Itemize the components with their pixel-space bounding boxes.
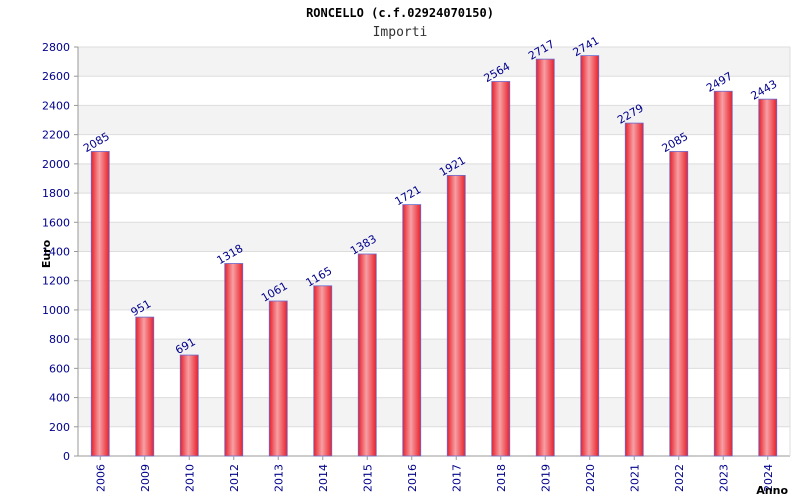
chart-subtitle: Importi [372,25,428,40]
bar-2012 [224,263,244,457]
x-tick-label-2019: 2019 [539,464,552,492]
bar-2010 [179,354,199,457]
y-tick-label: 2200 [42,129,70,142]
x-tick-label-2013: 2013 [272,464,285,492]
x-tick-label-2014: 2014 [317,464,330,492]
y-tick-label: 2000 [42,158,70,171]
x-tick-label-2015: 2015 [361,464,374,492]
x-tick-label-2012: 2012 [228,464,241,492]
y-tick-label: 2800 [42,41,70,54]
x-tick-label-2020: 2020 [584,464,597,492]
bar-2022 [669,151,689,457]
x-tick-label-2023: 2023 [717,464,730,492]
bar-2009 [135,316,155,457]
x-tick-label-2010: 2010 [183,464,196,492]
y-tick-label: 800 [49,333,70,346]
bar-2019 [535,58,555,457]
x-tick-label-2017: 2017 [450,464,463,492]
bar-2006 [90,151,110,457]
bar-2020 [580,55,600,457]
y-tick-label: 400 [49,392,70,405]
x-axis-label: Anno [756,484,788,497]
x-tick-label-2018: 2018 [495,464,508,492]
grid-band [78,105,790,135]
bar-2014 [313,285,333,457]
bar-2017 [446,174,466,457]
y-tick-label: 1200 [42,275,70,288]
x-tick-label-2006: 2006 [94,464,107,492]
y-tick-label: 1000 [42,304,70,317]
grid-band [78,47,790,77]
bar-2024 [758,98,778,457]
bar-2021 [624,122,644,457]
bar-2015 [357,253,377,457]
y-tick-label: 0 [63,450,70,463]
y-tick-label: 1400 [42,246,70,259]
y-tick-label: 200 [49,421,70,434]
chart-title: RONCELLO (c.f.02924070150) [306,6,494,20]
x-tick-label-2024: 2024 [762,464,775,492]
x-tick-label-2022: 2022 [673,464,686,492]
bar-2016 [402,204,422,457]
bar-2023 [713,90,733,457]
y-tick-label: 2600 [42,70,70,83]
x-tick-label-2016: 2016 [406,464,419,492]
y-tick-label: 1800 [42,187,70,200]
y-tick-label: 2400 [42,99,70,112]
bar-2018 [491,81,511,457]
y-tick-label: 600 [49,362,70,375]
y-axis-label: Euro [40,239,53,268]
x-tick-label-2021: 2021 [628,464,641,492]
y-tick-label: 1600 [42,216,70,229]
bar-2013 [268,300,288,457]
x-tick-label-2009: 2009 [139,464,152,492]
grid-band [78,76,790,106]
